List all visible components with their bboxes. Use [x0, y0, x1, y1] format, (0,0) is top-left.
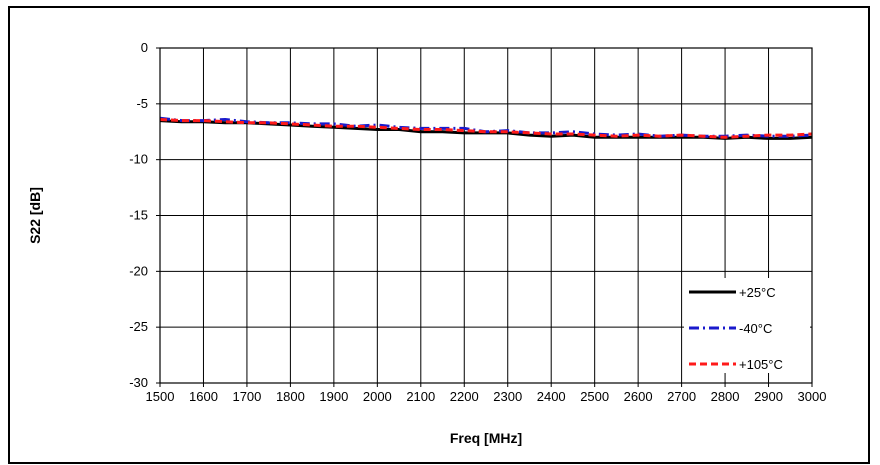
y-tick-label: -20	[129, 263, 148, 278]
legend-label-2: +105°C	[739, 357, 783, 372]
x-tick-label: 2400	[537, 389, 566, 404]
x-tick-label: 3000	[798, 389, 827, 404]
legend-box	[684, 278, 810, 373]
legend: +25°C -40°C +105°C	[684, 278, 810, 373]
y-axis-title: S22 [dB]	[27, 187, 43, 244]
x-tick-label: 2100	[406, 389, 435, 404]
x-tick-label: 1900	[319, 389, 348, 404]
x-tick-label: 2900	[754, 389, 783, 404]
x-tick-label: 2000	[363, 389, 392, 404]
y-tick-label: -15	[129, 208, 148, 223]
series-line-2	[159, 118, 813, 139]
series-lines	[159, 116, 813, 140]
x-tick-label: 1800	[276, 389, 305, 404]
chart-frame	[8, 6, 870, 464]
legend-label-1: -40°C	[739, 321, 772, 336]
legend-label-0: +25°C	[739, 285, 776, 300]
x-tick-label: 1500	[146, 389, 175, 404]
x-tick-label: 2500	[580, 389, 609, 404]
y-tick-label: -10	[129, 152, 148, 167]
x-tick-label: 1600	[189, 389, 218, 404]
x-axis-title: Freq [MHz]	[450, 430, 522, 446]
x-tick-label: 2600	[624, 389, 653, 404]
x-tick-label: 1700	[232, 389, 261, 404]
x-tick-label: 2800	[711, 389, 740, 404]
tick-labels: 1500 1600 1700 1800 1900 2000 2100 2200 2300 2400…	[129, 40, 826, 404]
y-tick-label: 0	[141, 40, 148, 55]
y-tick-label: -30	[129, 375, 148, 390]
y-tick-label: -5	[136, 96, 148, 111]
y-tick-label: -25	[129, 319, 148, 334]
x-tick-label: 2300	[493, 389, 522, 404]
x-tick-label: 2200	[450, 389, 479, 404]
x-tick-label: 2700	[667, 389, 696, 404]
